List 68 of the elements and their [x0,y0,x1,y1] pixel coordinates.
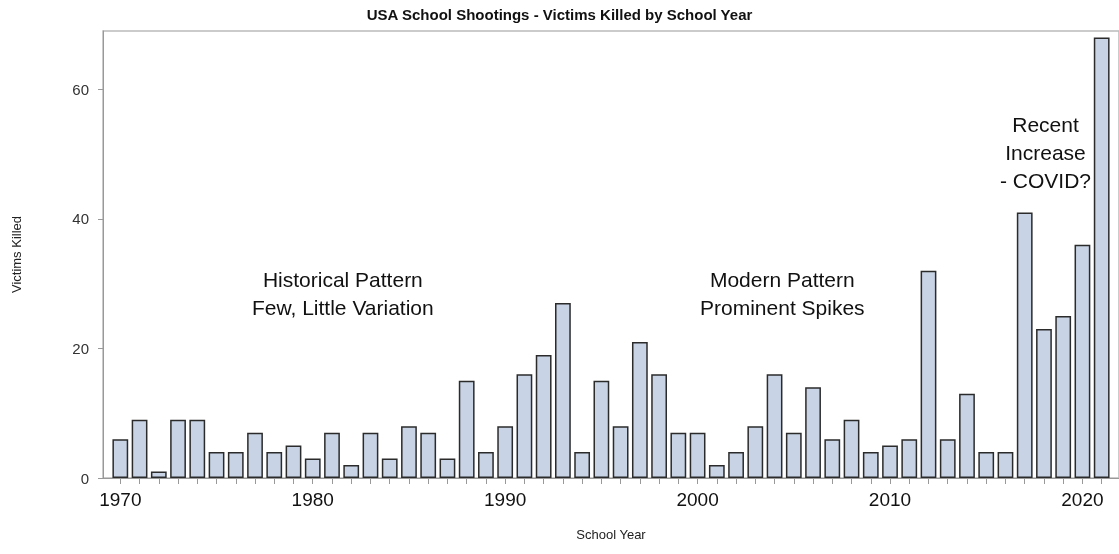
bar [420,432,437,478]
bar [920,270,937,478]
bar [824,439,841,478]
bar [785,432,802,478]
bar [1093,37,1110,478]
y-tick-label: 0 [80,469,89,487]
bar [670,432,687,478]
bar [843,419,860,478]
x-tick-label: 2020 [1061,489,1104,510]
bar [651,374,667,478]
bar [170,419,186,478]
bar [401,426,417,478]
y-tick-label: 40 [72,210,89,228]
bar [901,439,918,478]
annotation: Historical Pattern Few, Little Variation [252,267,434,319]
x-tick-label: 2000 [676,489,719,510]
x-tick-label: 1990 [484,489,527,510]
bar [555,303,571,478]
chart-title: USA School Shootings - Victims Killed by School Year [366,6,753,23]
bar [1074,244,1091,478]
bar [978,452,995,478]
y-tick-label: 20 [72,339,89,357]
bar [150,471,167,478]
y-tick-label: 60 [72,80,89,98]
bar [112,439,129,478]
bar [247,432,263,478]
bar [708,465,725,478]
bar [439,458,456,478]
bar [959,393,975,478]
bar [478,452,494,478]
bar [266,452,283,478]
bar [458,380,475,478]
x-tick-label: 2010 [868,489,912,510]
annotation: Modern Pattern Prominent Spikes [700,267,865,319]
bar [1055,316,1072,478]
bar [689,432,706,478]
bar [631,341,648,478]
x-axis-title: School Year [576,527,647,542]
x-tick-label: 1970 [99,489,142,510]
bar [1016,212,1033,478]
bar [574,452,591,478]
bar [593,380,610,478]
bar [324,432,340,478]
y-axis-title: Victims Killed [9,215,24,294]
bar [1036,329,1052,478]
annotation: Recent Increase - COVID? [1000,112,1092,192]
bar [882,445,898,478]
bar [131,419,148,478]
x-tick-label: 1980 [291,489,334,510]
bar [285,445,302,478]
bar [728,452,744,478]
bar [997,452,1014,478]
bar [304,458,321,478]
bar [862,452,879,478]
bar [497,426,514,478]
bar [612,426,629,478]
bar [747,426,764,478]
bar [939,439,956,478]
bar [208,452,225,478]
bar [766,374,783,478]
bar [189,419,206,478]
bar [362,432,379,478]
bar [343,465,360,478]
bar [805,387,821,478]
bar [535,354,552,478]
bar [516,374,533,478]
bar [381,458,398,478]
bar [227,452,244,478]
